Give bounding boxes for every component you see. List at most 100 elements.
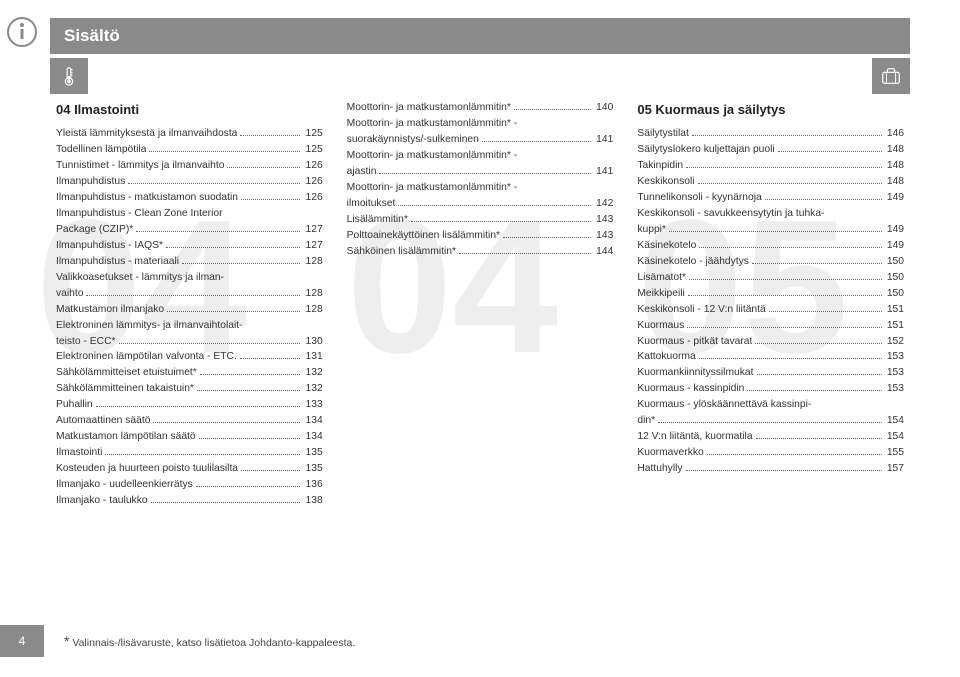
toc-row: Kuormaus - pitkät tavarat152 [637, 334, 904, 350]
toc-dots [119, 343, 301, 344]
toc-label: din* [637, 413, 655, 429]
toc-dots [459, 253, 591, 254]
toc-dots [747, 390, 881, 391]
toc-page: 132 [303, 381, 322, 397]
toc-dots [166, 247, 300, 248]
toc-page: 125 [303, 142, 322, 158]
section-title: 04 Ilmastointi [56, 100, 323, 120]
toc-page: 130 [303, 334, 322, 350]
toc-page: 135 [303, 461, 322, 477]
toc-label: Ilmanpuhdistus - materiaali [56, 254, 179, 270]
toc-label: Säilytystilat [637, 126, 689, 142]
page-number: 4 [0, 625, 44, 657]
toc-label: Keskikonsoli - 12 V:n liitäntä [637, 302, 765, 318]
toc-label: Kuormaus [637, 318, 684, 334]
toc-label: Ilmastointi [56, 445, 102, 461]
toc-page: 153 [885, 365, 904, 381]
toc-dots [149, 151, 300, 152]
footer: 4 * Valinnais-/lisävaruste, katso lisäti… [0, 625, 960, 657]
toc-page: 134 [303, 413, 322, 429]
toc-row: Automaattinen säätö 134 [56, 413, 323, 429]
header-title: Sisältö [64, 26, 120, 46]
toc-row: Sähkölämmitteiset etuistuimet*132 [56, 365, 323, 381]
toc-dots [778, 151, 882, 152]
toc-row: Puhallin133 [56, 397, 323, 413]
toc-label: Elektroninen lämpötilan valvonta - ETC. [56, 349, 237, 365]
toc-row: Matkustamon ilmanjako128 [56, 302, 323, 318]
toc-page: 131 [303, 349, 322, 365]
toc-page: 128 [303, 254, 322, 270]
toc-label: Lisälämmitin* [347, 212, 408, 228]
toc-label: Meikkipeili [637, 286, 685, 302]
section-title: 05 Kuormaus ja säilytys [637, 100, 904, 120]
toc-page: 154 [885, 413, 904, 429]
toc-label: vaihto [56, 286, 83, 302]
toc-label: teisto - ECC* [56, 334, 116, 350]
toc-content: 04 04 Ilmastointi Yleistä lämmityksestä … [56, 100, 904, 597]
footnote-text: Valinnais-/lisävaruste, katso lisätietoa… [69, 637, 355, 649]
toc-row: Kuormankiinnityssilmukat153 [637, 365, 904, 381]
toc-label: ilmoitukset [347, 196, 396, 212]
toc-row: Ilmanpuhdistus - IAQS*127 [56, 238, 323, 254]
toc-dots [686, 167, 882, 168]
toc-row: Kuormaverkko155 [637, 445, 904, 461]
toc-label: Hattuhylly [637, 461, 682, 477]
toc-row: Moottorin- ja matkustamonlämmitin* -suor… [347, 116, 614, 148]
toc-label: Kuormaus - ylöskäännettävä kassinpi- [637, 397, 904, 413]
toc-dots [151, 502, 301, 503]
toc-label: Moottorin- ja matkustamonlämmitin* - [347, 148, 614, 164]
toc-label: Todellinen lämpötila [56, 142, 146, 158]
toc-label: Ilmanpuhdistus - matkustamon suodatin [56, 190, 238, 206]
toc-row: Sähkölämmitteinen takaistuin* 132 [56, 381, 323, 397]
toc-page: 134 [303, 429, 322, 445]
toc-dots [707, 454, 882, 455]
toc-page: 135 [303, 445, 322, 461]
toc-dots [765, 199, 882, 200]
toc-label: Käsinekotelo [637, 238, 696, 254]
toc-label: Automaattinen säätö [56, 413, 150, 429]
toc-label: Tunnelikonsoli - kyynärnoja [637, 190, 761, 206]
toc-dots [482, 141, 591, 142]
toc-row: Ilmanpuhdistus - materiaali 128 [56, 254, 323, 270]
toc-label: Puhallin [56, 397, 93, 413]
toc-dots [699, 247, 882, 248]
toc-row: Ilmanpuhdistus - matkustamon suodatin126 [56, 190, 323, 206]
toc-page: 125 [303, 126, 322, 142]
toc-page: 126 [303, 174, 322, 190]
toc-row: Käsinekotelo - jäähdytys150 [637, 254, 904, 270]
toc-dots [197, 390, 301, 391]
toc-dots [196, 486, 301, 487]
toc-label: Kattokuorma [637, 349, 695, 365]
toc-dots [514, 109, 591, 110]
toc-page: 153 [885, 381, 904, 397]
toc-row: Kosteuden ja huurteen poisto tuulilasilt… [56, 461, 323, 477]
toc-dots [241, 470, 300, 471]
toc-label: Ilmanpuhdistus - Clean Zone Interior [56, 206, 323, 222]
toc-label: Käsinekotelo - jäähdytys [637, 254, 749, 270]
toc-dots [688, 295, 882, 296]
toc-page: 152 [885, 334, 904, 350]
toc-column-2: 04 Moottorin- ja matkustamonlämmitin*140… [347, 100, 614, 597]
header-bar: Sisältö [50, 18, 910, 54]
toc-row: Matkustamon lämpötilan säätö134 [56, 429, 323, 445]
thermometer-icon [50, 58, 88, 94]
toc-label: Polttoainekäyttöinen lisälämmitin* [347, 228, 500, 244]
toc-row: Moottorin- ja matkustamonlämmitin*140 [347, 100, 614, 116]
toc-page: 128 [303, 286, 322, 302]
toc-page: 154 [885, 429, 904, 445]
toc-label: Sähköinen lisälämmitin* [347, 244, 456, 260]
toc-page: 150 [885, 270, 904, 286]
toc-dots [699, 358, 882, 359]
toc-row: Polttoainekäyttöinen lisälämmitin*143 [347, 228, 614, 244]
toc-label: Ilmanpuhdistus - IAQS* [56, 238, 163, 254]
toc-row: Todellinen lämpötila 125 [56, 142, 323, 158]
toc-page: 151 [885, 318, 904, 334]
toc-row: Meikkipeili150 [637, 286, 904, 302]
toc-page: 149 [885, 190, 904, 206]
toc-label: Sähkölämmitteiset etuistuimet* [56, 365, 197, 381]
toc-row: Käsinekotelo149 [637, 238, 904, 254]
toc-page: 151 [885, 302, 904, 318]
toc-label: Sähkölämmitteinen takaistuin* [56, 381, 194, 397]
toc-dots [669, 231, 882, 232]
toc-row: Elektroninen lämmitys- ja ilmanvaihtolai… [56, 318, 323, 350]
